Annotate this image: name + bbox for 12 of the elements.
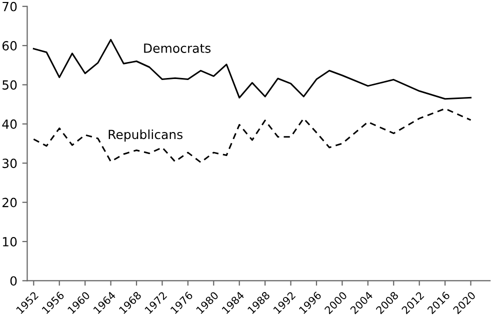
y-tick-label: 0 [10, 276, 17, 286]
y-tick-label: 40 [2, 119, 17, 129]
y-tick-label: 20 [2, 198, 17, 208]
series-label: Republicans [108, 129, 182, 142]
series-label: Democrats [144, 44, 211, 53]
y-tick-label: 30 [2, 158, 17, 168]
y-tick-label: 70 [2, 2, 17, 12]
y-tick-label: 60 [2, 41, 17, 50]
line-series [32, 108, 472, 164]
line-series [32, 38, 472, 100]
y-tick-label: 50 [2, 80, 17, 90]
y-tick-label: 10 [2, 237, 17, 246]
